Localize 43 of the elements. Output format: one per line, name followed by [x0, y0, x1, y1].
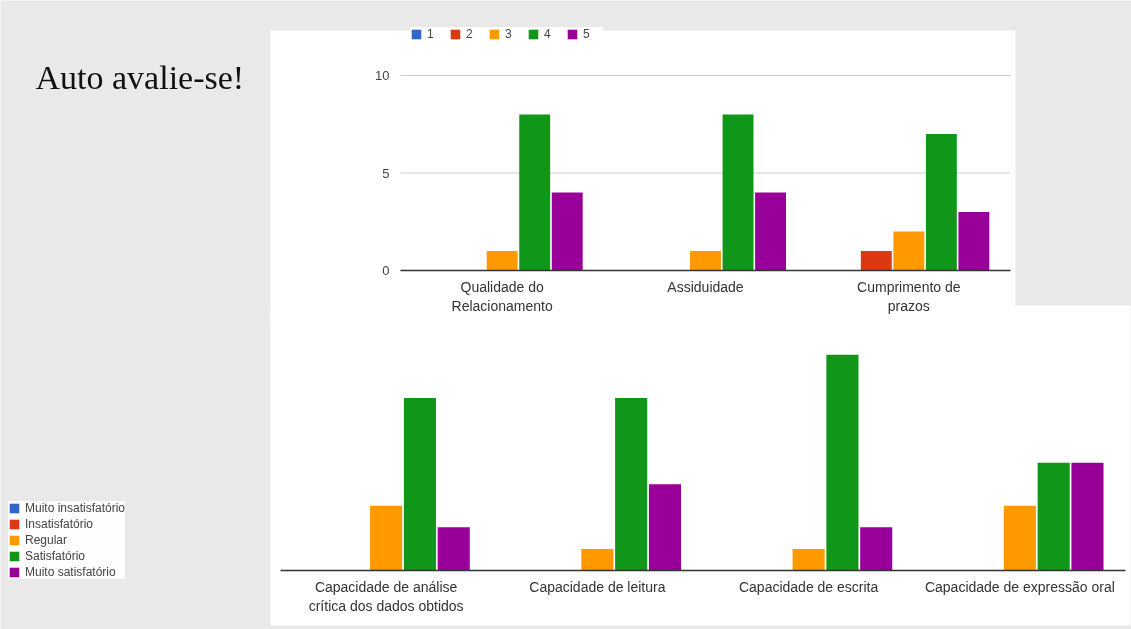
legend-label: Insatisfatório [25, 517, 94, 531]
bar [1071, 462, 1104, 571]
legend-label: 2 [466, 27, 474, 41]
y-tick-label: 10 [375, 68, 390, 83]
x-tick-label: Qualidade do Relacionamento [451, 278, 553, 314]
x-tick-label: Capacidade de análise crítica dos dados obtidos [308, 578, 464, 614]
x-tick-label: Capacidade de leitura [529, 578, 666, 595]
bar [1003, 505, 1036, 571]
bar [403, 397, 436, 571]
chart-title: Auto avalie-se! [35, 58, 245, 96]
legend-label: 1 [427, 27, 435, 41]
legend-label: 5 [583, 27, 591, 41]
bar [615, 397, 648, 571]
bar [722, 114, 754, 271]
bar [826, 354, 859, 571]
bar [925, 134, 957, 271]
y-tick-label: 5 [382, 165, 390, 181]
x-tick-label: Capacidade de expressão oral [924, 578, 1115, 595]
bar [893, 231, 925, 271]
legend-label: 3 [505, 27, 513, 41]
bar [792, 548, 825, 571]
x-tick-label: Assiduidade [667, 278, 744, 295]
bar [860, 251, 892, 271]
legend-label: Muito insatisfatório [25, 501, 126, 515]
bar [437, 527, 470, 571]
x-tick-label: Cumprimento de prazos [857, 278, 961, 314]
bar [581, 548, 614, 571]
bar [1037, 462, 1070, 571]
legend-label: 4 [544, 27, 552, 41]
bar [755, 192, 787, 271]
legend-label: Regular [25, 533, 68, 547]
bar [860, 527, 893, 571]
x-tick-label: Capacidade de escrita [738, 578, 879, 595]
legend-label: Muito satisfatório [25, 565, 116, 579]
bar [519, 114, 551, 271]
bar [958, 212, 990, 271]
legend-label: Satisfatório [25, 549, 86, 563]
bar [486, 251, 518, 271]
bar [370, 505, 403, 571]
y-tick-label: 0 [382, 263, 390, 278]
bar [648, 484, 682, 571]
bar [551, 192, 583, 271]
bar [690, 251, 721, 271]
